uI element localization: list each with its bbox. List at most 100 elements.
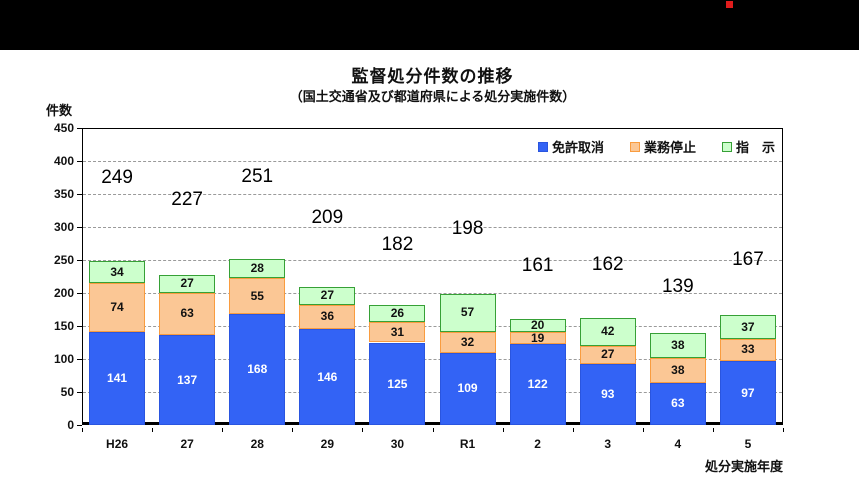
bar-segment-29-指示: 27 [299, 287, 356, 305]
bar-segment-27-指示: 27 [159, 275, 216, 293]
y-tick-label-100: 100 [53, 352, 74, 366]
bar-segment-29-業務停止: 36 [299, 304, 356, 329]
x-category-label-4: 4 [674, 437, 682, 451]
bar-segment-H26-指示: 34 [89, 260, 146, 284]
x-axis-title: 処分実施年度 [704, 459, 783, 474]
gridline-300 [83, 227, 782, 228]
x-category-label-3: 3 [604, 437, 612, 451]
bar-segment-3-免許取消: 93 [579, 363, 636, 425]
x-category-label-30: 30 [390, 437, 405, 451]
x-tick-mark-10 [783, 428, 784, 432]
bar-segment-H26-業務停止: 74 [89, 283, 146, 332]
legend-item-免許取消: 免許取消 [537, 137, 604, 156]
bar-segment-30-免許取消: 125 [369, 342, 426, 425]
y-tick-mark-350 [77, 194, 82, 195]
total-label-5: 167 [732, 248, 764, 270]
y-tick-mark-50 [77, 392, 82, 393]
total-label-29: 209 [311, 207, 344, 229]
y-tick-label-50: 50 [60, 385, 74, 399]
x-tick-mark-0 [82, 428, 83, 432]
x-tick-mark-1 [152, 428, 154, 432]
bar-segment-4-指示: 38 [649, 333, 706, 359]
y-tick-mark-450 [77, 128, 82, 129]
y-tick-label-150: 150 [53, 319, 74, 333]
x-tick-mark-3 [292, 428, 294, 432]
bar-segment-5-免許取消: 97 [719, 360, 776, 425]
bar-segment-30-業務停止: 31 [369, 322, 426, 343]
y-tick-mark-300 [77, 227, 82, 228]
gridline-400 [83, 161, 782, 162]
bar-segment-H26-免許取消: 141 [89, 331, 146, 425]
y-tick-mark-400 [77, 161, 82, 162]
total-label-R1: 198 [451, 217, 484, 239]
bar-segment-29-免許取消: 146 [299, 328, 356, 425]
y-tick-mark-250 [77, 260, 82, 261]
x-category-label-28: 28 [250, 437, 264, 451]
total-label-27: 227 [171, 189, 203, 211]
bar-segment-2-業務停止: 19 [509, 331, 566, 345]
x-tick-mark-2 [222, 428, 224, 432]
bar-segment-27-業務停止: 63 [159, 293, 216, 335]
legend-swatch-icon [629, 141, 640, 152]
bar-segment-3-業務停止: 27 [579, 345, 636, 364]
bar-segment-30-指示: 26 [369, 304, 426, 323]
y-tick-label-450: 450 [53, 121, 74, 135]
bar-segment-28-指示: 28 [229, 259, 286, 278]
bar-segment-4-業務停止: 38 [649, 358, 706, 384]
gridline-100 [83, 359, 782, 360]
bar-segment-2-免許取消: 122 [509, 344, 566, 425]
bar-segment-2-指示: 20 [509, 319, 566, 332]
bar-segment-5-業務停止: 33 [719, 339, 776, 361]
bar-segment-5-指示: 37 [719, 314, 776, 340]
bar-segment-R1-業務停止: 32 [439, 331, 496, 354]
y-tick-label-400: 400 [53, 154, 74, 168]
y-tick-mark-150 [77, 326, 82, 327]
legend-label: 指 示 [735, 140, 775, 155]
total-label-3: 162 [591, 253, 624, 275]
x-category-label-29: 29 [320, 437, 335, 451]
total-label-4: 139 [661, 276, 694, 298]
chart-title: 監督処分件数の推移 [351, 67, 514, 86]
total-label-H26: 249 [101, 167, 133, 189]
y-tick-label-350: 350 [53, 187, 74, 201]
y-tick-label-300: 300 [53, 220, 74, 234]
total-label-30: 182 [381, 233, 414, 255]
bar-segment-27-免許取消: 137 [159, 334, 216, 425]
bar-segment-R1-免許取消: 109 [439, 353, 496, 425]
legend-item-業務停止: 業務停止 [629, 137, 696, 156]
x-tick-mark-4 [362, 428, 364, 432]
y-tick-mark-100 [77, 359, 82, 360]
top-black-band [0, 0, 859, 50]
total-label-28: 251 [241, 165, 274, 187]
x-category-label-R1: R1 [459, 437, 476, 451]
bar-segment-3-指示: 42 [579, 318, 636, 346]
gridline-250 [83, 260, 782, 261]
bar-segment-28-免許取消: 168 [229, 314, 286, 425]
gridline-50 [83, 392, 782, 393]
y-tick-label-250: 250 [53, 253, 74, 267]
legend-label: 業務停止 [643, 140, 696, 155]
x-category-label-2: 2 [534, 437, 541, 451]
x-tick-mark-6 [502, 428, 504, 432]
x-category-label-5: 5 [744, 437, 752, 451]
bar-segment-28-業務停止: 55 [229, 277, 286, 315]
x-tick-mark-7 [572, 428, 574, 432]
chart-subtitle: （国土交通省及び都道府県による処分実施件数） [289, 89, 576, 104]
gridline-150 [83, 326, 782, 327]
red-dot-indicator [726, 1, 733, 8]
y-tick-label-200: 200 [53, 286, 74, 300]
bar-segment-4-免許取消: 63 [649, 383, 706, 425]
total-label-2: 161 [521, 254, 554, 276]
bar-segment-R1-指示: 57 [439, 294, 496, 332]
y-tick-mark-200 [77, 293, 82, 294]
y-tick-label-0: 0 [67, 418, 74, 432]
legend-swatch-icon [721, 141, 732, 152]
x-category-label-27: 27 [180, 437, 194, 451]
gridline-200 [83, 293, 782, 294]
x-tick-mark-5 [432, 428, 434, 432]
x-category-label-H26: H26 [106, 437, 129, 451]
x-tick-mark-9 [712, 428, 714, 432]
legend-item-指示: 指 示 [721, 137, 775, 156]
legend: 免許取消 業務停止 指 示 [537, 137, 775, 156]
